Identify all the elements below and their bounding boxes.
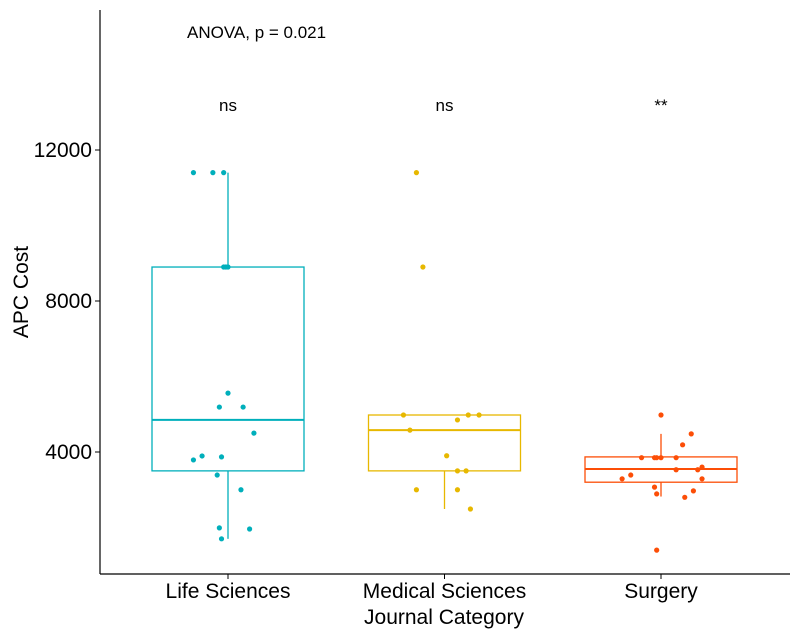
significance-label: **	[654, 96, 668, 115]
data-point	[400, 412, 407, 418]
data-point	[688, 431, 694, 437]
data-point	[238, 487, 244, 493]
significance-label: ns	[219, 96, 237, 115]
data-point	[476, 412, 482, 418]
box	[367, 414, 522, 472]
data-point	[225, 264, 231, 270]
y-tick-label: 4000	[45, 441, 92, 464]
data-point	[210, 170, 216, 176]
data-point	[673, 467, 679, 473]
data-point	[413, 487, 420, 493]
category-group	[367, 170, 522, 512]
data-point	[454, 417, 461, 423]
data-point	[221, 170, 227, 176]
data-point	[673, 455, 679, 461]
data-point	[420, 264, 426, 270]
x-tick-label: Life Sciences	[166, 580, 291, 603]
category-group	[584, 412, 738, 553]
data-point	[413, 170, 420, 176]
data-point	[218, 454, 225, 460]
data-point	[216, 404, 222, 410]
data-point	[682, 494, 688, 500]
data-point	[454, 468, 461, 474]
data-point	[407, 427, 413, 433]
y-axis-label: APC Cost	[10, 246, 33, 338]
data-point	[454, 487, 461, 493]
data-point	[680, 442, 686, 448]
category-group	[151, 170, 305, 542]
data-point	[463, 468, 469, 474]
data-point	[690, 488, 697, 494]
data-point	[190, 170, 197, 176]
data-point	[216, 525, 222, 531]
data-point	[444, 453, 450, 459]
x-tick-label: Medical Sciences	[363, 580, 526, 603]
data-point	[247, 526, 253, 532]
data-point	[658, 455, 664, 461]
data-point	[654, 491, 660, 497]
box	[151, 266, 305, 472]
x-tick-label: Surgery	[624, 580, 698, 603]
data-point	[225, 390, 231, 396]
data-point	[251, 430, 257, 436]
data-point	[638, 455, 645, 461]
data-point	[695, 467, 701, 473]
data-point	[654, 547, 660, 553]
x-axis-label: Journal Category	[364, 606, 524, 629]
data-point	[628, 472, 634, 478]
data-point	[467, 506, 474, 512]
y-tick-label: 8000	[45, 290, 92, 313]
anova-annotation: ANOVA, p = 0.021	[187, 23, 326, 42]
y-tick-label: 12000	[34, 139, 92, 162]
significance-label: ns	[436, 96, 454, 115]
data-point	[654, 455, 660, 461]
data-point	[240, 404, 246, 410]
data-point	[199, 453, 205, 459]
data-point	[218, 536, 225, 542]
data-point	[699, 464, 705, 470]
data-point	[619, 476, 625, 482]
data-point	[214, 472, 220, 478]
data-point	[699, 476, 705, 482]
data-point	[651, 484, 658, 490]
data-point	[190, 457, 197, 463]
data-point	[465, 412, 471, 418]
data-point	[658, 412, 664, 418]
